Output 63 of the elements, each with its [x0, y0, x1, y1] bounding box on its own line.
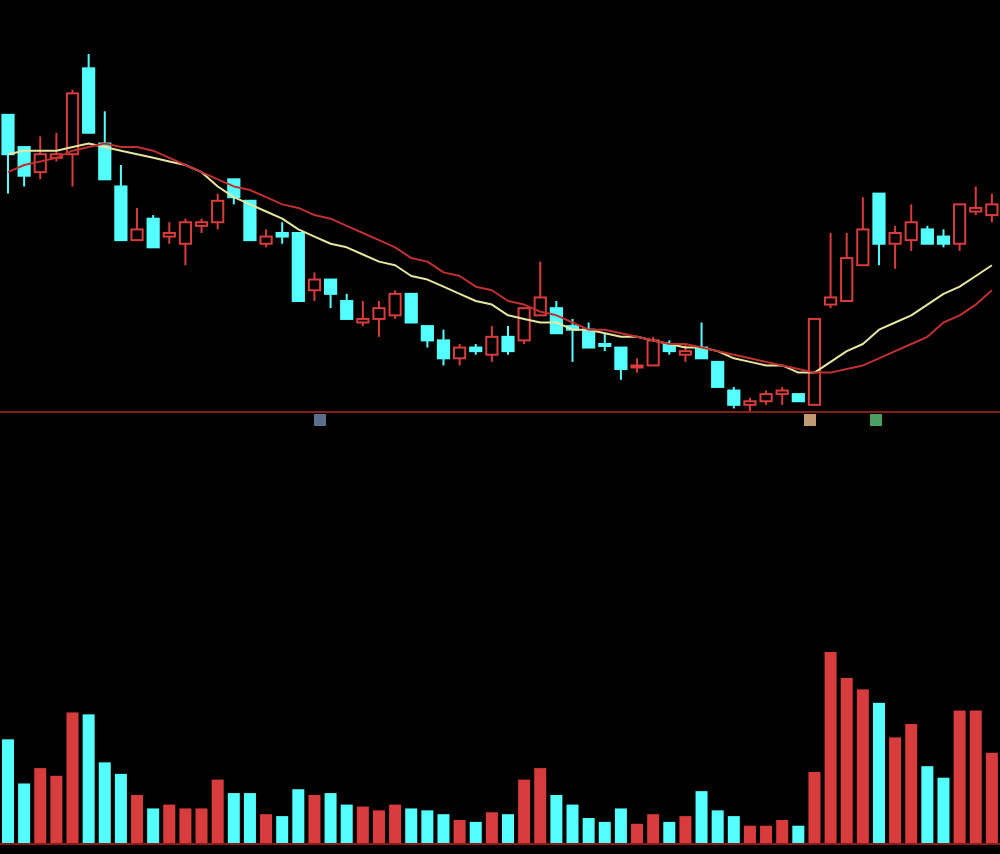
- bar: [776, 819, 789, 844]
- bar: [824, 652, 837, 844]
- bar: [582, 818, 595, 844]
- bar: [711, 810, 724, 844]
- bar: [437, 814, 450, 844]
- bar: [324, 793, 337, 844]
- bar: [372, 810, 385, 844]
- bar: [856, 689, 869, 844]
- bar: [308, 795, 321, 844]
- bar: [663, 821, 676, 844]
- bar: [147, 808, 160, 844]
- bar: [389, 804, 402, 844]
- bar: [647, 814, 660, 844]
- bar: [695, 791, 708, 844]
- bar: [2, 739, 14, 844]
- bar: [985, 752, 998, 844]
- bar: [453, 819, 466, 844]
- bar: [889, 737, 902, 844]
- bar: [566, 804, 579, 844]
- bar: [792, 825, 805, 844]
- bar: [179, 808, 192, 844]
- bar: [953, 710, 966, 844]
- bar: [502, 814, 514, 844]
- bar: [727, 816, 740, 844]
- bar: [937, 777, 950, 844]
- bar: [114, 773, 127, 844]
- bar: [18, 783, 31, 844]
- bar: [485, 812, 498, 844]
- bar: [356, 806, 369, 844]
- bar: [921, 766, 934, 844]
- bar: [518, 779, 531, 844]
- bar: [34, 768, 47, 844]
- bar: [66, 712, 79, 844]
- bar: [276, 816, 289, 844]
- bar: [840, 677, 853, 844]
- bar: [550, 795, 563, 844]
- bar: [969, 710, 982, 844]
- bar: [82, 714, 95, 844]
- bar: [872, 702, 885, 844]
- bar: [131, 795, 144, 844]
- bar: [195, 808, 208, 844]
- bar: [405, 808, 418, 844]
- bar: [743, 825, 756, 844]
- bar: [292, 789, 305, 844]
- candlestick: [307, 271, 322, 303]
- bar: [50, 775, 63, 844]
- bar: [614, 808, 627, 844]
- bar: [98, 762, 111, 844]
- bar: [469, 821, 482, 844]
- bar: [631, 823, 644, 844]
- bar: [421, 810, 434, 844]
- bar: [340, 804, 353, 844]
- bar: [163, 804, 176, 844]
- bar: [227, 793, 240, 844]
- bar: [598, 821, 611, 844]
- bar: [679, 816, 692, 844]
- bar: [211, 779, 224, 844]
- bar: [534, 768, 547, 844]
- bar: [808, 771, 821, 844]
- bar: [760, 825, 773, 844]
- bar: [260, 814, 273, 844]
- bar: [905, 723, 918, 844]
- bar: [243, 793, 256, 844]
